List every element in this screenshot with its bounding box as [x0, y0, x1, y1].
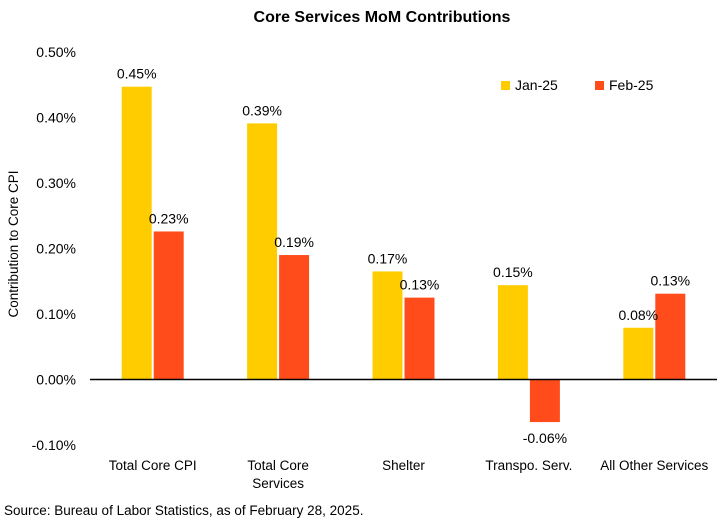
- data-label: 0.08%: [618, 307, 658, 323]
- source-note: Source: Bureau of Labor Statistics, as o…: [4, 503, 363, 518]
- data-label: 0.13%: [400, 277, 440, 293]
- bar-jan-25-3: [497, 285, 528, 380]
- data-label: 0.19%: [274, 234, 314, 250]
- data-label: 0.13%: [650, 273, 690, 289]
- data-label: -0.06%: [523, 430, 567, 446]
- y-tick-label: -0.10%: [32, 437, 76, 453]
- data-label: 0.23%: [149, 210, 189, 226]
- bar-feb-25-4: [655, 293, 686, 380]
- bar-jan-25-2: [372, 271, 403, 380]
- bar-feb-25-0: [153, 231, 184, 380]
- data-label: 0.17%: [368, 250, 408, 266]
- y-tick-label: 0.30%: [36, 175, 76, 191]
- legend-label: Jan-25: [515, 77, 558, 93]
- legend-swatch-feb-25: [595, 81, 604, 90]
- legend: Jan-25 Feb-25: [501, 77, 654, 93]
- legend-label: Feb-25: [609, 77, 654, 93]
- y-axis: -0.10% 0.00% 0.10% 0.20% 0.30% 0.40% 0.50%: [32, 44, 76, 453]
- category-label: Total Core CPI: [109, 458, 197, 473]
- chart-title: Core Services MoM Contributions: [254, 9, 511, 26]
- category-label: Services: [252, 476, 304, 491]
- y-tick-label: 0.00%: [36, 372, 76, 388]
- x-axis: Total Core CPI Total Core Services Shelter T…: [109, 458, 709, 491]
- y-tick-label: 0.10%: [36, 306, 76, 322]
- y-tick-label: 0.40%: [36, 110, 76, 126]
- category-label: All Other Services: [600, 458, 708, 473]
- bar-feb-25-1: [279, 255, 310, 380]
- y-tick-label: 0.50%: [36, 44, 76, 60]
- category-label: Total Core: [247, 458, 309, 473]
- category-label: Transpo. Serv.: [485, 458, 572, 473]
- data-label: 0.15%: [493, 264, 533, 280]
- bar-jan-25-4: [623, 327, 654, 380]
- bars: [121, 86, 686, 423]
- bar-jan-25-0: [121, 86, 152, 380]
- y-tick-label: 0.20%: [36, 241, 76, 257]
- bar-feb-25-3: [529, 379, 560, 423]
- data-labels: 0.45% 0.23% 0.39% 0.19% 0.17% 0.13% 0.15% -0.06…: [117, 66, 690, 446]
- y-axis-title: Contribution to Core CPI: [6, 170, 21, 317]
- category-label: Shelter: [382, 458, 425, 473]
- data-label: 0.39%: [242, 102, 282, 118]
- data-label: 0.45%: [117, 66, 157, 82]
- bar-feb-25-2: [404, 297, 435, 380]
- legend-swatch-jan-25: [501, 81, 510, 90]
- bar-jan-25-1: [247, 123, 278, 380]
